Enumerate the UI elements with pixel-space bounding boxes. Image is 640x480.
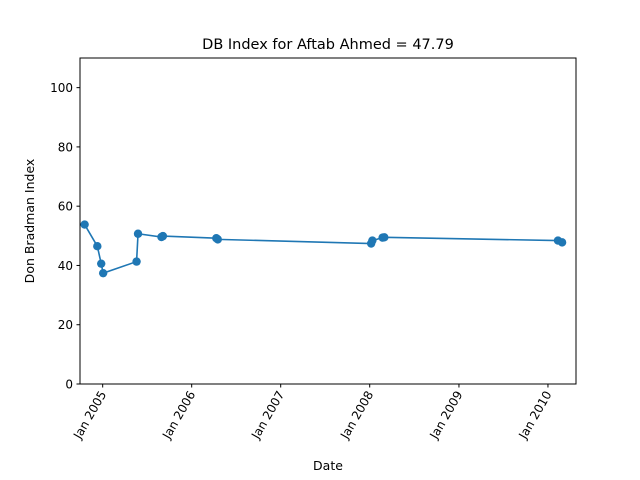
data-point xyxy=(558,238,566,246)
y-tick-label: 20 xyxy=(58,318,73,332)
y-tick-label: 60 xyxy=(58,200,73,214)
data-point xyxy=(99,269,107,277)
x-tick-label: Jan 2008 xyxy=(337,389,376,443)
x-axis: Jan 2005 Jan 2006 Jan 2007 Jan 2008 Jan 2009… xyxy=(70,384,554,442)
data-point xyxy=(368,236,376,244)
series-line xyxy=(85,225,562,274)
data-point xyxy=(214,235,222,243)
data-point xyxy=(97,259,105,267)
y-tick-label: 100 xyxy=(50,81,73,95)
x-tick-label: Jan 2006 xyxy=(159,389,198,443)
data-point xyxy=(80,220,88,228)
data-point xyxy=(93,242,101,250)
y-axis: 0 20 40 60 80 100 xyxy=(50,81,80,391)
plot-area xyxy=(80,58,576,384)
x-tick-label: Jan 2010 xyxy=(516,389,555,443)
y-tick-label: 40 xyxy=(58,259,73,273)
chart-title: DB Index for Aftab Ahmed = 47.79 xyxy=(202,37,454,53)
x-tick-label: Jan 2009 xyxy=(426,389,465,443)
y-axis-title: Don Bradman Index xyxy=(22,159,37,284)
y-tick-label: 80 xyxy=(58,140,73,154)
data-point xyxy=(159,232,167,240)
y-tick-label: 0 xyxy=(65,378,73,392)
x-tick-label: Jan 2005 xyxy=(70,389,109,443)
series-layer xyxy=(80,220,566,277)
plot-frame xyxy=(80,58,576,384)
x-axis-title: Date xyxy=(313,458,343,473)
data-point xyxy=(380,233,388,241)
data-point xyxy=(134,230,142,238)
data-point xyxy=(132,257,140,265)
x-tick-label: Jan 2007 xyxy=(248,389,287,443)
